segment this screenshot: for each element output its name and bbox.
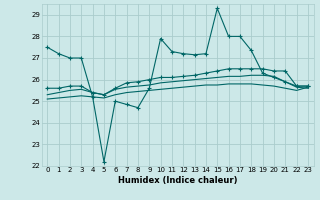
X-axis label: Humidex (Indice chaleur): Humidex (Indice chaleur) — [118, 176, 237, 185]
